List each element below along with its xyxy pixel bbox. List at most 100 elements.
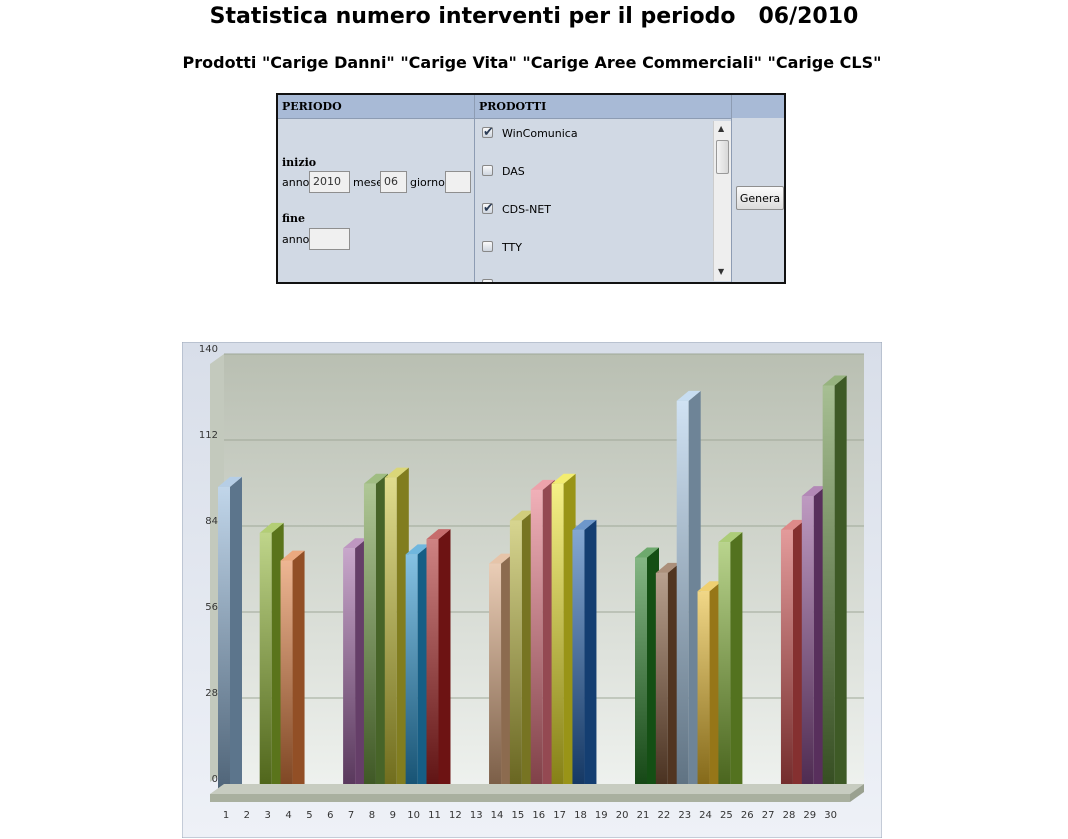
product-checkbox[interactable] <box>482 241 493 252</box>
anno-label: anno <box>282 176 310 189</box>
bar-top <box>801 486 826 497</box>
bar-front <box>718 542 731 794</box>
genera-button[interactable]: Genera <box>736 186 784 210</box>
bar-front <box>405 554 418 794</box>
bar <box>259 522 284 794</box>
x-tick-label: 16 <box>532 810 545 821</box>
bar-top <box>280 550 305 561</box>
inizio-giorno-input[interactable] <box>445 171 471 193</box>
y-tick-label: 0 <box>212 774 218 785</box>
product-label: TTY <box>502 241 522 254</box>
bar <box>635 547 659 794</box>
x-tick-label: 13 <box>470 810 483 821</box>
bar-front <box>426 539 439 794</box>
bar-front <box>572 529 585 794</box>
bar-front <box>822 385 835 794</box>
bar <box>489 553 514 794</box>
bar-front <box>259 532 272 794</box>
chart-floor-edge <box>210 794 850 802</box>
bar-front <box>551 483 564 794</box>
x-tick-label: 29 <box>803 810 816 821</box>
bar-top <box>384 467 409 478</box>
bar <box>405 544 430 794</box>
bar-top <box>635 547 659 558</box>
bar <box>509 510 534 794</box>
column-divider <box>474 95 475 282</box>
bar-top <box>718 532 743 543</box>
x-tick-label: 10 <box>407 810 420 821</box>
bar-top <box>405 544 430 555</box>
bar-front <box>280 560 293 794</box>
bar-front <box>489 563 502 794</box>
product-checkbox[interactable] <box>482 124 494 142</box>
scroll-thumb[interactable] <box>716 140 729 174</box>
mese-label: mese <box>353 176 383 189</box>
scroll-up-icon[interactable]: ▲ <box>718 124 725 133</box>
product-checkbox[interactable] <box>482 279 493 282</box>
x-tick-label: 2 <box>244 810 250 821</box>
x-tick-label: 4 <box>285 810 291 821</box>
bar-top <box>343 538 368 549</box>
giorno-label: giorno <box>410 176 445 189</box>
x-tick-label: 17 <box>553 810 566 821</box>
bar <box>363 473 388 794</box>
bar-top <box>426 529 451 540</box>
bar-front <box>676 400 689 794</box>
scroll-down-icon[interactable]: ▼ <box>718 267 725 276</box>
bar-front <box>343 548 356 794</box>
product-label: WinComunica <box>502 127 578 140</box>
bar-side <box>230 476 242 794</box>
bar-top <box>780 519 805 530</box>
bar-front <box>780 529 793 794</box>
bar <box>572 519 597 794</box>
bar-front <box>697 591 710 794</box>
bar <box>822 375 847 794</box>
inizio-label: inizio <box>282 156 317 169</box>
bar <box>655 562 680 794</box>
x-tick-label: 12 <box>449 810 462 821</box>
bar <box>551 473 576 794</box>
bar-top <box>572 519 597 530</box>
x-tick-label: 7 <box>348 810 354 821</box>
x-tick-label: 24 <box>699 810 712 821</box>
bar-top <box>509 510 534 521</box>
inizio-anno-input[interactable]: 2010 <box>309 171 350 193</box>
x-tick-label: 19 <box>595 810 608 821</box>
x-tick-label: 3 <box>265 810 271 821</box>
bar-front <box>384 477 397 794</box>
products-scrollbar[interactable]: ▲ ▼ <box>713 121 731 281</box>
bar <box>530 479 555 794</box>
x-tick-label: 18 <box>574 810 587 821</box>
bar-top <box>551 473 576 484</box>
bar-front <box>509 520 522 794</box>
x-tick-label: 20 <box>616 810 629 821</box>
action-header <box>732 95 784 118</box>
bar <box>780 519 805 794</box>
fine-anno-input[interactable] <box>309 228 350 250</box>
bar-top <box>530 479 555 490</box>
y-tick-label: 28 <box>205 688 218 699</box>
product-label: CDS-NET <box>502 203 552 216</box>
chart-floor <box>210 784 864 794</box>
bar-top <box>676 390 701 401</box>
bar <box>697 581 722 794</box>
bar-side <box>584 519 597 794</box>
bar-top <box>259 522 284 533</box>
product-checkbox[interactable] <box>482 200 494 218</box>
x-tick-label: 1 <box>223 810 229 821</box>
inizio-mese-input[interactable]: 06 <box>380 171 407 193</box>
x-tick-label: 5 <box>306 810 312 821</box>
product-checkbox[interactable] <box>482 165 493 176</box>
prodotti-header: PRODOTTI <box>475 95 731 118</box>
fine-label: fine <box>282 212 305 225</box>
x-tick-label: 14 <box>491 810 504 821</box>
bar-side <box>438 529 451 794</box>
bar <box>218 476 242 794</box>
bar <box>676 390 701 794</box>
bar-front <box>363 483 376 794</box>
y-tick-label: 112 <box>199 430 218 441</box>
bar-front <box>530 489 543 794</box>
bar-front <box>801 496 814 794</box>
bar-top <box>697 581 722 592</box>
product-label: DAS <box>502 165 525 178</box>
